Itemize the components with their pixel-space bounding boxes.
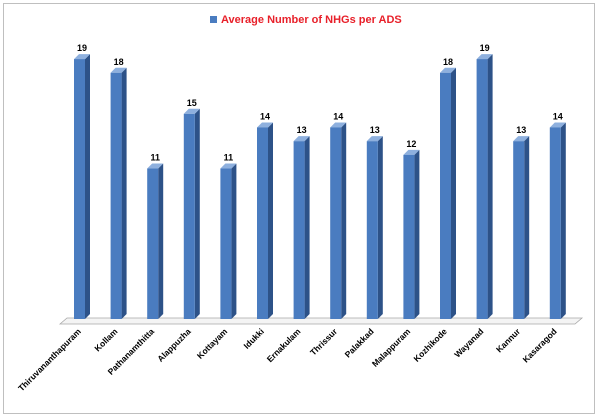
chart-floor xyxy=(58,317,584,325)
bar-kollam xyxy=(110,67,127,319)
bar-kozhikode xyxy=(440,67,456,319)
bar-ernakulam xyxy=(293,136,310,319)
bar-front xyxy=(257,127,268,319)
bar-top xyxy=(147,163,164,169)
value-label: 12 xyxy=(406,139,416,149)
bar-top xyxy=(220,163,237,169)
bar-palakkad xyxy=(366,136,383,319)
bars-group xyxy=(74,54,566,320)
category-label: Kollam xyxy=(92,326,119,353)
category-label: Kasaragod xyxy=(521,326,559,364)
category-label: Palakkad xyxy=(343,326,376,359)
floor-plane xyxy=(58,317,584,325)
bar-side xyxy=(341,122,347,319)
chart-legend: Average Number of NHGs per ADS xyxy=(210,14,402,26)
bar-front xyxy=(366,141,378,319)
value-label: 18 xyxy=(443,57,453,67)
bar-wayanad xyxy=(476,54,493,320)
bar-front xyxy=(330,127,342,319)
bar-side xyxy=(194,108,200,319)
bar-front xyxy=(403,154,415,319)
bar-front xyxy=(220,168,232,319)
bar-malappuram xyxy=(403,149,420,319)
bar-side xyxy=(85,54,90,319)
bar-top xyxy=(366,136,383,142)
bar-alappuzha xyxy=(183,108,200,319)
value-label: 13 xyxy=(370,125,380,135)
bar-side xyxy=(304,136,310,319)
value-label: 11 xyxy=(150,153,160,163)
category-label: Kannur xyxy=(494,326,523,355)
value-label: 19 xyxy=(77,43,87,53)
value-label: 14 xyxy=(333,111,343,121)
bar-front xyxy=(110,72,122,319)
bar-top xyxy=(183,108,200,114)
bar-top xyxy=(74,54,90,60)
bar-kasaragod xyxy=(549,122,566,319)
bar-thrissur xyxy=(330,122,347,319)
bar-top xyxy=(513,136,530,142)
bar-front xyxy=(476,59,488,320)
bar-top xyxy=(549,122,566,128)
value-label: 15 xyxy=(187,98,197,108)
value-label: 14 xyxy=(553,111,563,121)
bar-side xyxy=(524,136,530,319)
bar-side xyxy=(487,54,493,319)
legend-swatch xyxy=(210,16,217,23)
bar-front xyxy=(293,141,305,319)
value-label: 18 xyxy=(114,57,124,67)
bar-side xyxy=(268,122,273,319)
category-label: Kottayam xyxy=(195,326,230,361)
legend-label: Average Number of NHGs per ADS xyxy=(221,14,402,26)
bar-thiruvananthapuram xyxy=(74,54,90,320)
value-label: 13 xyxy=(516,125,526,135)
bar-side xyxy=(158,163,164,319)
bar-top xyxy=(293,136,310,142)
value-label: 19 xyxy=(480,43,490,53)
bar-kottayam xyxy=(220,163,237,319)
bar-top xyxy=(476,54,493,60)
bar-front xyxy=(74,59,85,320)
bar-top xyxy=(440,67,456,73)
bar-pathanamthitta xyxy=(147,163,164,319)
category-label: Thrissur xyxy=(308,326,340,358)
category-label: Ernakulam xyxy=(265,326,303,364)
bar-front xyxy=(183,113,195,319)
bar-side xyxy=(560,122,566,319)
bar-front xyxy=(147,168,159,319)
value-label: 14 xyxy=(260,111,270,121)
bar-side xyxy=(121,67,127,319)
bar-side xyxy=(377,136,383,319)
bar-front xyxy=(513,141,525,319)
bar-kannur xyxy=(513,136,530,319)
bar-top xyxy=(110,67,127,73)
bar-front xyxy=(549,127,561,319)
category-label: Wayanad xyxy=(452,326,485,359)
bar-top xyxy=(257,122,273,128)
bar-side xyxy=(414,149,420,319)
bar-side xyxy=(451,67,456,319)
category-label: Malappuram xyxy=(370,326,413,369)
value-label: 11 xyxy=(224,153,234,163)
bar-idukki xyxy=(257,122,273,319)
value-label: 13 xyxy=(297,125,307,135)
bar-front xyxy=(440,72,451,319)
bar-side xyxy=(231,163,237,319)
value-labels: 19 18 11 15 11 14 13 14 13 12 18 19 13 14 xyxy=(77,43,563,162)
category-label: Idukki xyxy=(241,326,265,350)
bar-top xyxy=(403,149,420,155)
category-label: Thiruvananthapuram xyxy=(16,326,83,393)
bar-top xyxy=(330,122,347,128)
category-label: Alappuzha xyxy=(155,326,193,364)
category-label: Kozhikode xyxy=(411,326,449,364)
